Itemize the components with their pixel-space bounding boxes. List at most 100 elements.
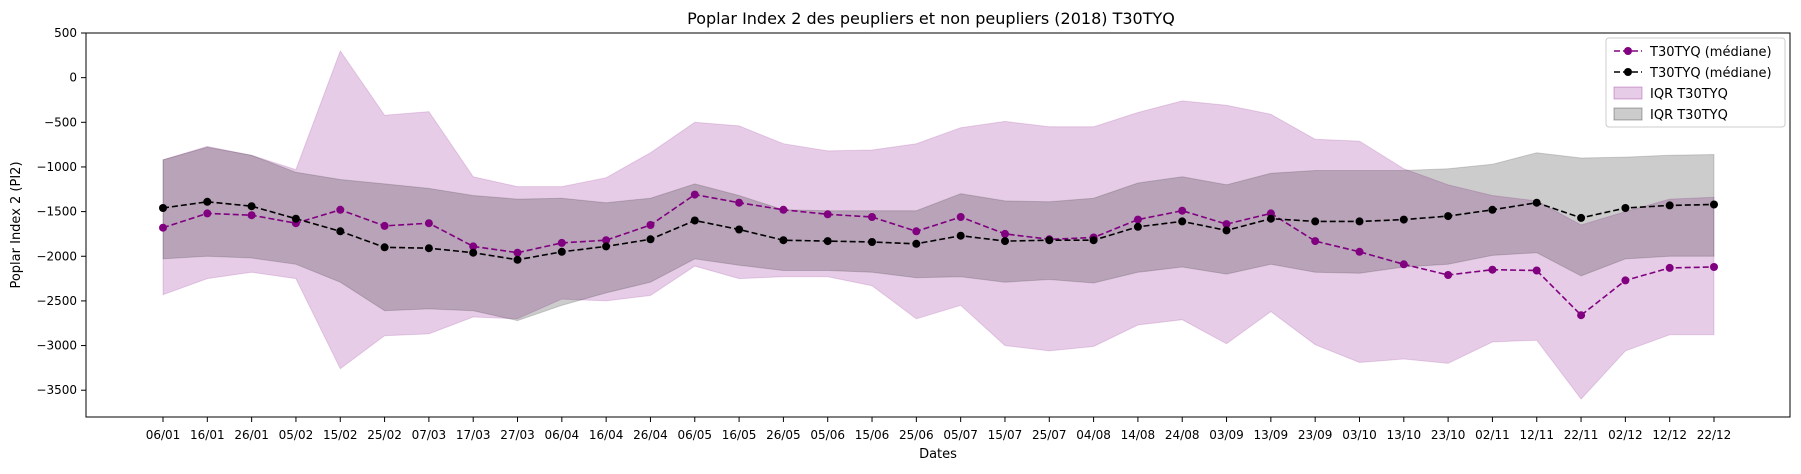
- median-line-2: [162, 200, 1715, 261]
- data-point-s1-6: [424, 219, 433, 228]
- data-point-s2-21: [1089, 236, 1098, 245]
- y-tick-label: −3500: [36, 383, 77, 397]
- data-point-s2-15: [823, 237, 832, 246]
- x-tick-label: 17/03: [456, 428, 491, 442]
- x-axis-label: Dates: [919, 447, 957, 462]
- legend-box: [1605, 37, 1786, 128]
- x-tick-label: 16/04: [589, 428, 624, 442]
- data-point-s1-33: [1621, 276, 1630, 285]
- data-point-s1-30: [1488, 265, 1497, 274]
- data-point-s2-23: [1178, 217, 1187, 226]
- legend-label: IQR T30TYQ: [1650, 87, 1728, 102]
- data-point-s2-32: [1577, 213, 1586, 222]
- x-tick-label: 26/04: [633, 428, 668, 442]
- data-point-s1-14: [779, 205, 788, 214]
- data-point-s1-22: [1133, 215, 1142, 224]
- data-point-s2-9: [557, 247, 566, 256]
- data-point-s1-17: [912, 227, 921, 236]
- x-tick-label: 15/02: [323, 428, 358, 442]
- x-tick-label: 14/08: [1121, 428, 1156, 442]
- x-tick-label: 25/07: [1032, 428, 1067, 442]
- data-point-s2-18: [956, 231, 965, 240]
- legend-marker: [1624, 47, 1632, 55]
- data-point-s1-23: [1178, 206, 1187, 215]
- data-point-s2-24: [1222, 226, 1231, 235]
- y-tick-label: −500: [44, 115, 77, 129]
- chart-title: Poplar Index 2 des peupliers et non peup…: [687, 9, 1175, 28]
- legend-marker: [1624, 68, 1632, 76]
- x-axis: 06/01 16/01 26/01 05/02 15/02 25/02 07/03 17/03…: [146, 417, 1732, 442]
- iqr-band-2: [162, 146, 1715, 322]
- legend-area-swatch: [1613, 86, 1643, 100]
- data-point-s1-32: [1577, 311, 1586, 320]
- data-point-s1-12: [690, 190, 699, 199]
- y-axis: 500 0 −500 −1000 −1500 −2000 −2500 −3000 −3500: [36, 26, 86, 397]
- data-point-s2-11: [646, 235, 655, 244]
- x-tick-label: 22/12: [1697, 428, 1732, 442]
- x-tick-label: 06/05: [677, 428, 712, 442]
- plot-frame: [85, 32, 1791, 418]
- x-tick-label: 13/10: [1387, 428, 1422, 442]
- data-point-s1-35: [1710, 263, 1718, 271]
- data-point-s1-5: [380, 221, 389, 230]
- data-point-s2-14: [779, 236, 788, 245]
- data-point-s2-33: [1621, 204, 1630, 212]
- data-point-s2-28: [1399, 215, 1408, 224]
- median-lines: [159, 190, 1718, 320]
- legend-label: T30TYQ (médiane): [1649, 66, 1772, 81]
- y-tick-label: 0: [69, 71, 77, 85]
- x-tick-label: 05/07: [943, 428, 978, 442]
- data-point-s2-22: [1133, 222, 1142, 231]
- data-point-s1-18: [956, 213, 965, 221]
- data-point-s1-24: [1222, 220, 1231, 229]
- x-tick-label: 15/07: [988, 428, 1023, 442]
- x-tick-label: 15/06: [855, 428, 890, 442]
- data-point-s1-8: [513, 248, 522, 257]
- x-tick-label: 06/04: [545, 428, 580, 442]
- y-tick-label: −3000: [36, 339, 77, 353]
- data-point-s2-27: [1355, 217, 1364, 226]
- data-point-s2-30: [1488, 205, 1497, 214]
- x-tick-label: 16/01: [190, 428, 225, 442]
- x-tick-label: 16/05: [722, 428, 757, 442]
- data-point-s1-0: [159, 223, 167, 232]
- data-point-s2-34: [1665, 201, 1674, 210]
- data-point-s2-19: [1001, 237, 1009, 246]
- data-point-s2-13: [735, 225, 744, 234]
- iqr-bands: [162, 49, 1715, 400]
- data-point-s2-26: [1311, 217, 1320, 226]
- data-point-s2-3: [291, 214, 300, 223]
- x-tick-label: 02/11: [1475, 428, 1510, 442]
- legend: T30TYQ (médiane) T30TYQ (médiane) IQR T30T…: [1605, 37, 1786, 128]
- data-point-s1-10: [602, 236, 611, 245]
- data-point-s2-16: [868, 238, 876, 246]
- data-point-s2-31: [1532, 198, 1541, 207]
- data-point-s1-2: [247, 211, 256, 220]
- y-tick-label: −1000: [36, 160, 77, 174]
- data-point-s2-1: [203, 197, 212, 206]
- data-point-s1-7: [469, 242, 478, 251]
- x-tick-label: 12/11: [1519, 428, 1554, 442]
- data-point-s1-34: [1665, 263, 1674, 272]
- data-point-s2-2: [247, 202, 256, 211]
- data-point-s1-4: [336, 205, 345, 214]
- data-point-s1-19: [1001, 229, 1009, 238]
- data-point-s2-20: [1045, 236, 1054, 245]
- data-point-s1-9: [557, 238, 566, 247]
- median-line-1: [162, 193, 1715, 317]
- x-tick-label: 22/11: [1564, 428, 1599, 442]
- data-point-s2-8: [513, 255, 522, 264]
- y-tick-label: −1500: [36, 205, 77, 219]
- x-tick-label: 06/01: [146, 428, 181, 442]
- data-point-s2-0: [159, 204, 167, 212]
- y-tick-label: −2000: [36, 249, 77, 263]
- x-tick-label: 24/08: [1165, 428, 1200, 442]
- x-tick-label: 26/01: [234, 428, 269, 442]
- x-tick-label: 05/06: [810, 428, 845, 442]
- x-tick-label: 23/10: [1431, 428, 1466, 442]
- data-point-s2-10: [602, 242, 611, 251]
- x-tick-label: 03/09: [1209, 428, 1244, 442]
- y-tick-label: 500: [54, 26, 77, 40]
- y-axis-label: Poplar Index 2 (PI2): [9, 161, 24, 288]
